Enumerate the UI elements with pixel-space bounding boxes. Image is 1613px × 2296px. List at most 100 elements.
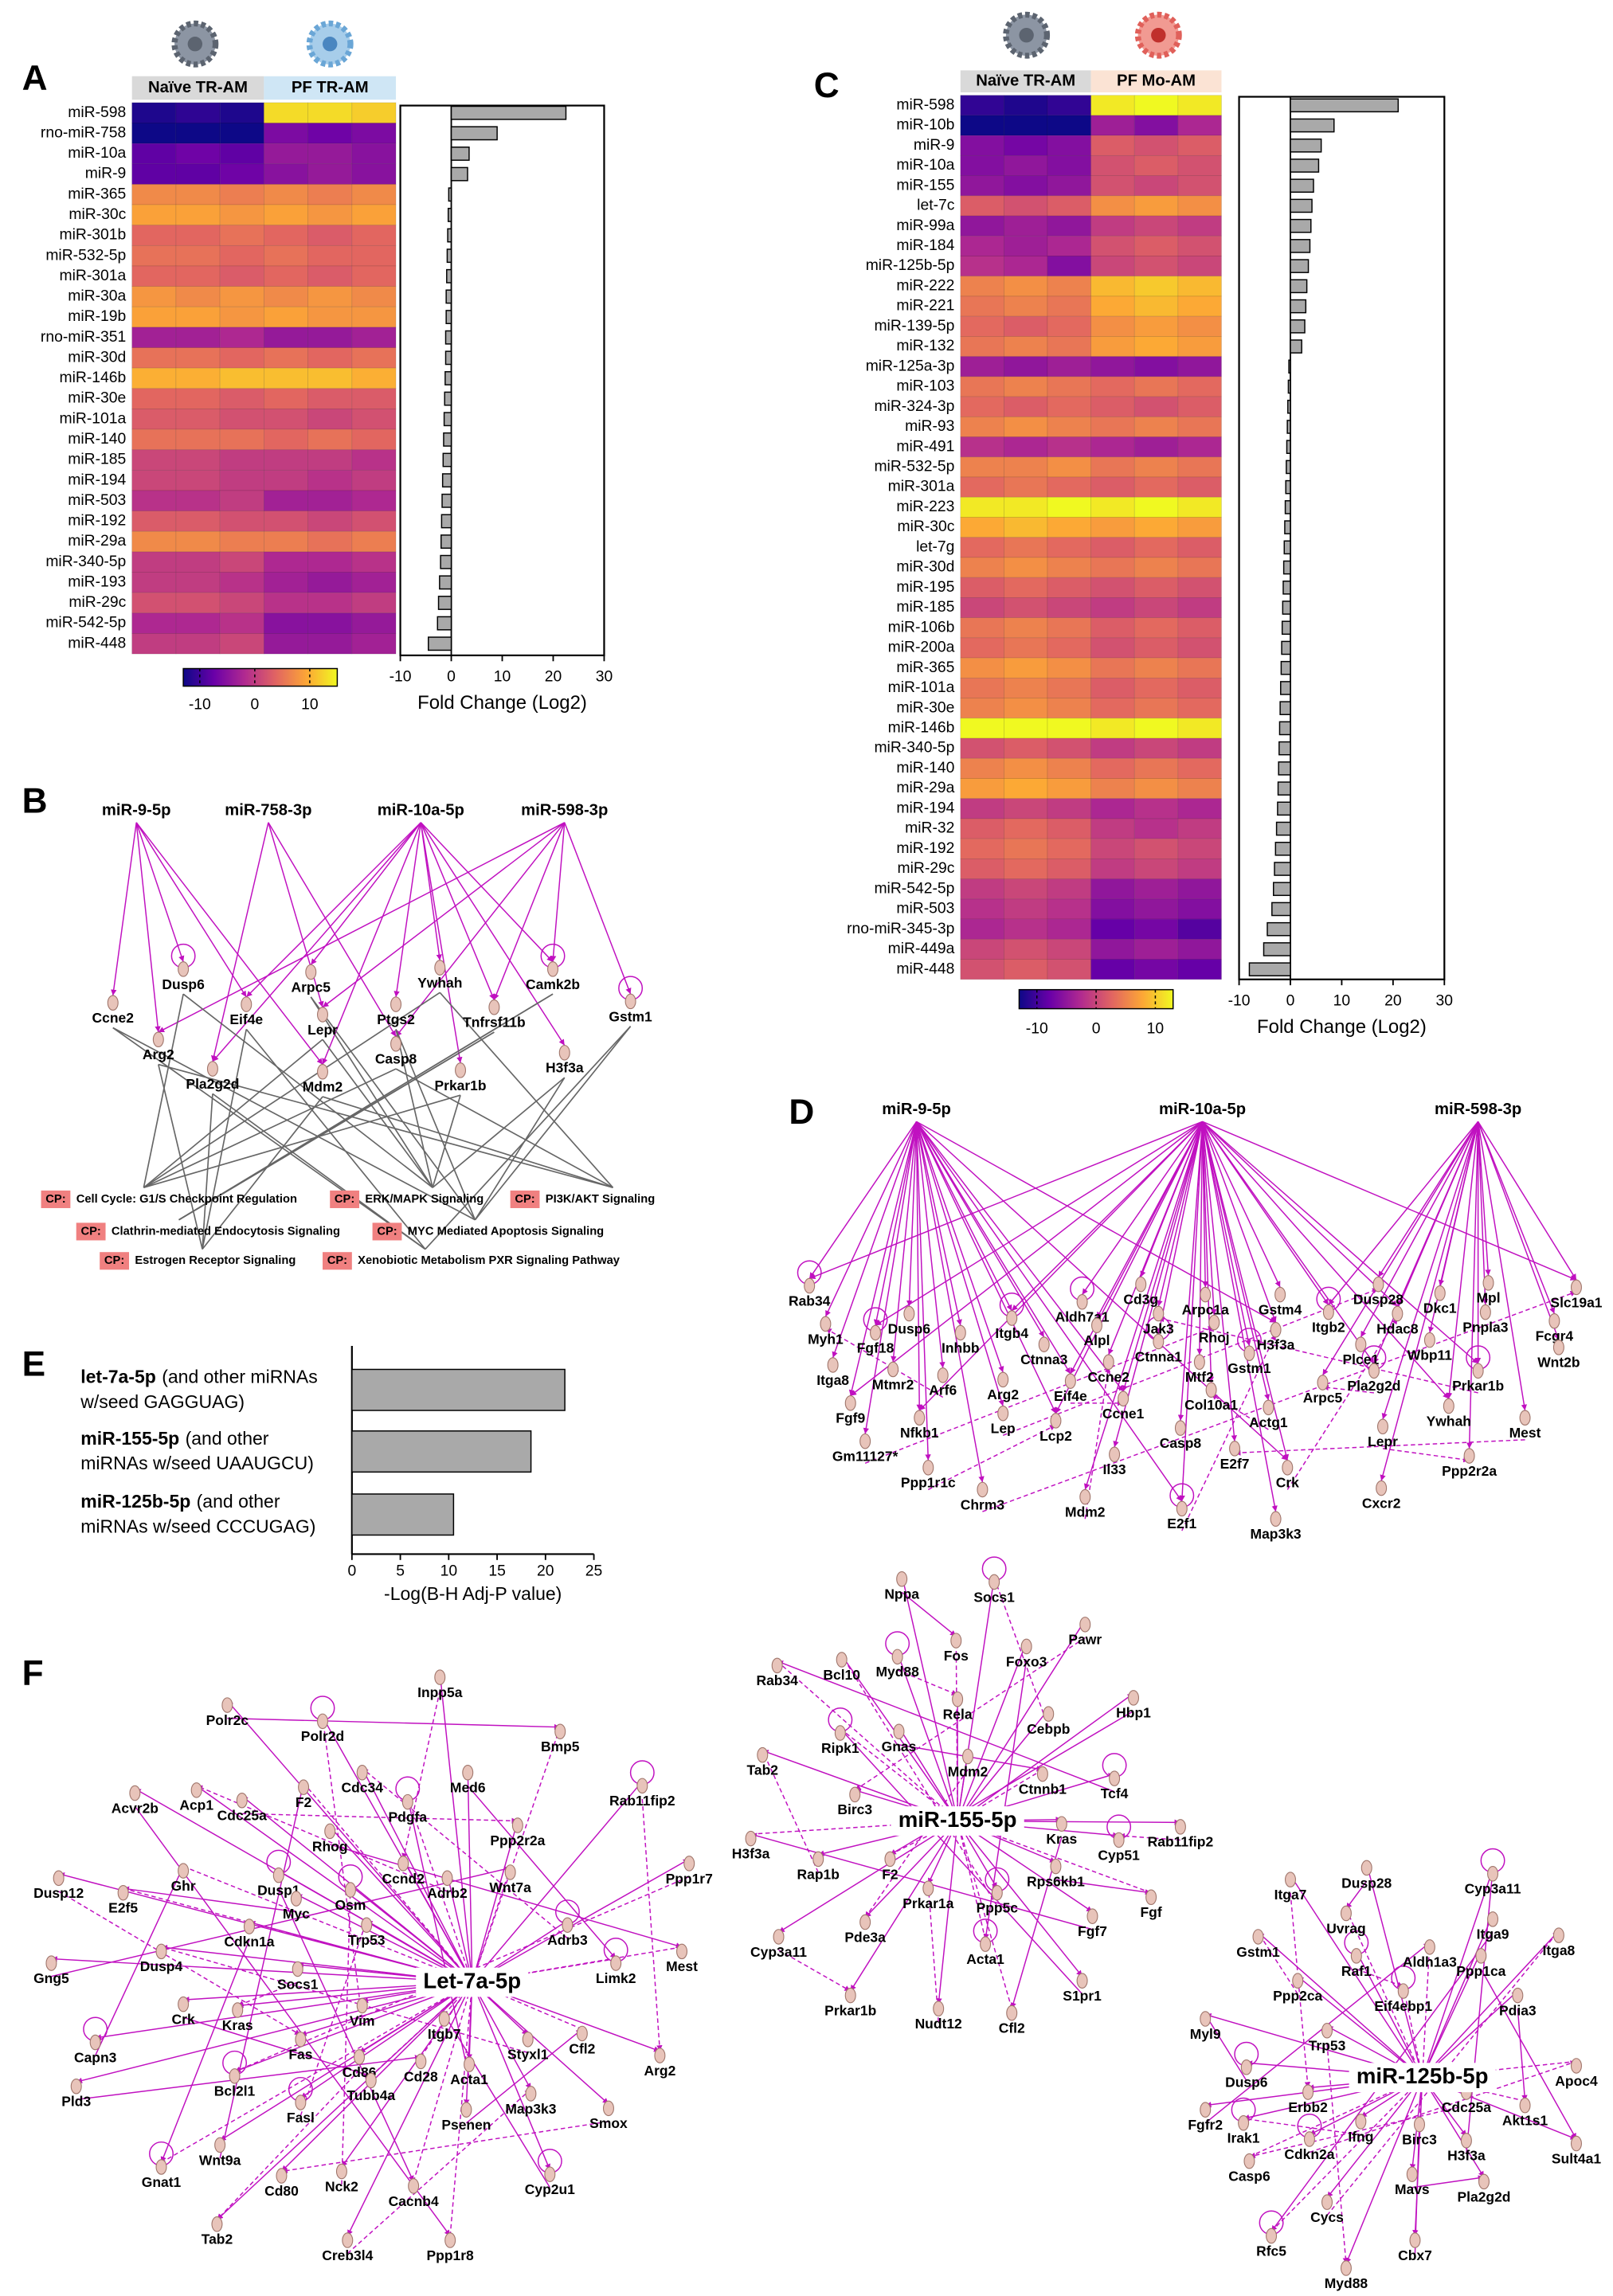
heat-cell (175, 388, 221, 409)
node-shape (1548, 1312, 1560, 1329)
node-label: Arpc5 (292, 979, 331, 995)
heat-cell (1047, 818, 1092, 839)
row-label: miR-301a (888, 479, 955, 495)
node-label: Map3k3 (505, 2101, 556, 2117)
node-shape (870, 1324, 882, 1341)
node-shape (1355, 1336, 1367, 1352)
bar (1290, 319, 1306, 334)
node-shape (1200, 2102, 1212, 2118)
heat-cell (1004, 637, 1048, 659)
heat-cell (1047, 175, 1092, 197)
node-label: Cyp51 (1098, 1847, 1140, 1863)
pathway-edge (202, 1096, 323, 1250)
row-label: miR-29a (896, 780, 954, 796)
heat-cell (1177, 898, 1222, 920)
node-shape (827, 1357, 839, 1373)
pathway-prefix-box (510, 1190, 540, 1208)
node-shape (232, 2002, 244, 2018)
edge (1201, 1121, 1281, 1288)
heat-cell (131, 123, 177, 144)
node-label: Hbp1 (1116, 1705, 1151, 1721)
row-label: miR-491 (896, 438, 954, 455)
edge (900, 1574, 958, 1821)
heat-cell (1090, 295, 1135, 317)
row-label: miR-99a (896, 217, 954, 234)
edge (1381, 1121, 1479, 1420)
edge (840, 1727, 958, 1822)
heat-cell (1177, 315, 1222, 337)
node-label: Irak1 (1227, 2130, 1260, 2146)
heat-cell (1133, 959, 1179, 980)
panel-label: A (22, 59, 48, 98)
edge (550, 822, 566, 962)
heat-cell (1090, 336, 1135, 358)
bar (1290, 198, 1313, 213)
heat-cell (219, 592, 264, 614)
node-shape (1200, 1286, 1212, 1303)
node-label: Uvrag (1326, 1920, 1366, 1936)
node-label: Ghr (171, 1878, 196, 1894)
heat-cell (263, 530, 308, 553)
node-label: Mtf2 (1185, 1369, 1214, 1385)
node-shape (1193, 1354, 1205, 1371)
heat-cell (1090, 838, 1135, 859)
node-label: Acp1 (179, 1797, 213, 1813)
heat-cell (219, 367, 264, 389)
node-shape (812, 1851, 824, 1868)
node-shape (937, 1367, 949, 1383)
heat-cell (1047, 698, 1092, 719)
node-label: Gnas (882, 1739, 917, 1754)
edge (957, 1821, 1083, 1977)
node-shape (884, 1851, 896, 1868)
heat-cell (1177, 215, 1222, 237)
pathway-name: Xenobiotic Metabolism PXR Signaling Path… (358, 1254, 621, 1267)
heat-cell (1004, 838, 1048, 859)
row-label: miR-30c (897, 518, 954, 535)
edge (864, 1769, 969, 1919)
heat-cell (307, 510, 353, 532)
heat-cell (1047, 115, 1092, 136)
edge (329, 1844, 683, 1949)
x-tick-label: 15 (488, 1563, 505, 1580)
heat-cell (1177, 476, 1222, 498)
heat-cell (307, 367, 353, 389)
heat-cell (1177, 818, 1222, 839)
row-label: miR-103 (896, 378, 954, 395)
edge (873, 1121, 918, 1326)
heat-cell (1177, 677, 1222, 698)
node-label: Cdkn1a (224, 1934, 274, 1950)
edge (808, 1121, 918, 1279)
edge (750, 1832, 1093, 1930)
pathway-prefix: CP: (335, 1193, 354, 1206)
category-label: let-7a-5p (80, 1367, 156, 1387)
heat-cell (960, 95, 1004, 116)
node-label: Polr2c (206, 1712, 249, 1728)
heat-cell (960, 396, 1004, 417)
node-label: Lepr (1368, 1434, 1398, 1449)
node-shape (989, 1574, 1000, 1590)
bar (441, 493, 452, 508)
heat-cell (1090, 456, 1135, 478)
edge (1326, 2044, 1349, 2264)
node-label: Myl9 (1190, 2026, 1221, 2042)
edge (134, 1805, 451, 2236)
node-label: Kras (1046, 1831, 1077, 1847)
edge (160, 1939, 250, 2163)
heat-cell (1177, 336, 1222, 358)
edge (464, 1768, 473, 1983)
heat-cell (1004, 215, 1048, 237)
node-label: Arpc1a (1182, 1301, 1230, 1317)
row-label: miR-10b (896, 117, 954, 134)
heat-cell (1047, 517, 1092, 538)
heat-cell (1004, 315, 1048, 337)
heat-cell (1004, 737, 1048, 759)
heat-cell (960, 456, 1004, 478)
heat-cell (1133, 135, 1179, 156)
node-shape (356, 1765, 368, 1781)
row-label: let-7g (916, 538, 954, 555)
heat-cell (1133, 737, 1179, 759)
heat-cell (1090, 557, 1135, 578)
edge (1477, 1121, 1527, 1411)
heat-cell (351, 123, 397, 144)
node-shape (1266, 2228, 1278, 2244)
